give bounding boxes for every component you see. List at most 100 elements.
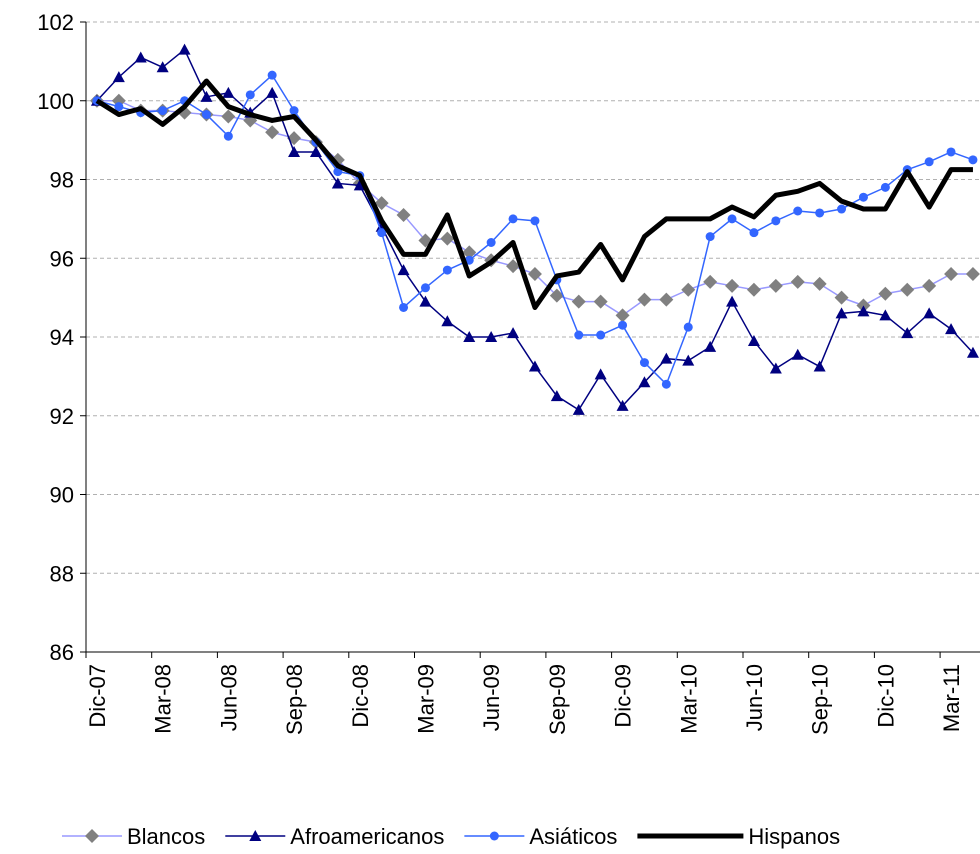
y-tick-label: 88 (50, 561, 74, 586)
x-tick-label: Dic-08 (348, 664, 373, 728)
marker (946, 147, 956, 157)
x-tick-label: Dic-09 (611, 664, 636, 728)
marker (508, 214, 518, 224)
marker (923, 307, 936, 319)
y-tick-label: 102 (37, 10, 74, 35)
marker (507, 327, 520, 339)
marker (878, 286, 893, 301)
marker (834, 290, 849, 305)
marker (85, 829, 99, 843)
marker (114, 102, 124, 112)
marker (572, 403, 585, 415)
marker (857, 305, 870, 317)
marker (813, 360, 826, 372)
marker (725, 278, 740, 293)
marker (618, 320, 628, 330)
marker (485, 331, 498, 342)
marker (549, 288, 564, 303)
marker (812, 276, 827, 291)
x-tick-label: Jun-08 (216, 664, 241, 731)
marker (489, 831, 499, 841)
marker (747, 334, 760, 346)
x-tick-label: Mar-08 (151, 664, 176, 734)
marker (463, 331, 476, 342)
marker (289, 106, 299, 116)
marker (266, 86, 279, 98)
x-tick-label: Sep-09 (545, 664, 570, 735)
marker (399, 302, 409, 312)
marker (419, 295, 432, 307)
marker (593, 294, 608, 309)
marker (574, 330, 584, 340)
marker (223, 131, 233, 141)
marker (245, 90, 255, 100)
marker (965, 267, 980, 281)
marker (638, 376, 651, 388)
legend-label: Asiáticos (529, 824, 617, 849)
marker (462, 245, 477, 260)
marker (793, 206, 803, 216)
x-tick-label: Mar-11 (939, 664, 964, 732)
marker (968, 155, 978, 165)
marker (879, 309, 892, 321)
marker (858, 192, 868, 202)
marker (661, 379, 671, 389)
marker (704, 340, 717, 352)
y-tick-label: 94 (50, 325, 74, 350)
marker (945, 323, 958, 335)
x-tick-label: Dic-07 (85, 664, 110, 728)
marker (374, 196, 389, 211)
marker (397, 264, 410, 276)
marker (924, 157, 934, 167)
marker (746, 282, 761, 297)
series (92, 70, 978, 389)
legend-label: Hispanos (748, 824, 840, 849)
marker (527, 267, 542, 281)
y-tick-label: 90 (50, 483, 74, 508)
marker (178, 43, 191, 55)
marker (506, 259, 521, 274)
marker (288, 145, 301, 157)
marker (771, 216, 781, 226)
y-tick-label: 92 (50, 404, 74, 429)
marker (639, 358, 649, 368)
marker (200, 90, 213, 102)
marker (660, 352, 673, 364)
marker (703, 274, 718, 289)
marker (550, 390, 563, 402)
marker (835, 307, 848, 319)
x-tick-label: Sep-10 (808, 664, 833, 735)
marker (790, 274, 805, 289)
marker (396, 207, 411, 222)
marker (683, 322, 693, 332)
marker (922, 278, 937, 293)
marker (156, 61, 169, 73)
marker (441, 315, 454, 327)
marker (420, 283, 430, 293)
marker (442, 265, 452, 275)
marker (594, 368, 607, 380)
marker (659, 292, 674, 307)
legend-item: Asiáticos (464, 824, 617, 849)
marker (201, 110, 211, 120)
legend-item: Blancos (62, 824, 205, 849)
marker (596, 330, 606, 340)
marker (944, 267, 959, 281)
marker (681, 282, 696, 297)
marker (331, 177, 344, 189)
line (95, 78, 973, 310)
marker (837, 204, 847, 214)
marker (616, 399, 629, 411)
marker (112, 71, 125, 83)
legend-label: Afroamericanos (290, 824, 444, 849)
y-tick-label: 96 (50, 246, 74, 271)
marker (134, 51, 147, 63)
marker (309, 145, 322, 157)
marker (615, 308, 630, 323)
marker (265, 125, 280, 140)
legend-item: Hispanos (637, 824, 840, 849)
marker (486, 238, 496, 247)
marker (267, 70, 277, 80)
marker (815, 208, 825, 218)
